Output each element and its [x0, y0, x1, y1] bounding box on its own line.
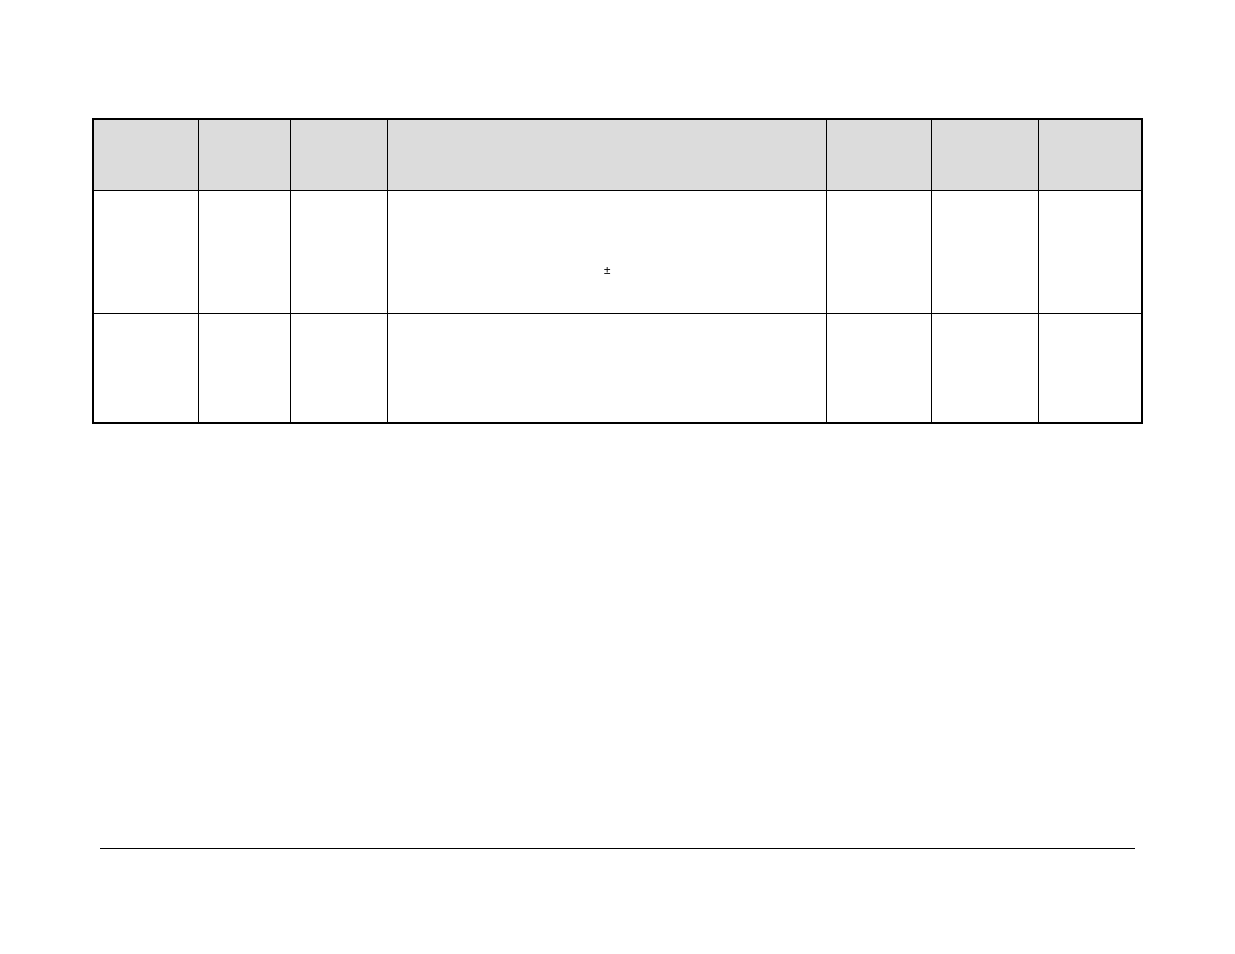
cell-averaging: [932, 314, 1039, 424]
cell-monitoring-point: [291, 191, 388, 314]
table-row: ±: [93, 191, 1142, 314]
col-header-pollutant: [198, 119, 291, 191]
footer-rule: [100, 848, 1135, 849]
cell-parameter: ±: [388, 191, 827, 314]
col-header-parameter: [388, 119, 827, 191]
col-header-averaging: [932, 119, 1039, 191]
cell-source: [93, 191, 198, 314]
cell-averaging: [932, 191, 1039, 314]
col-header-reference: [1039, 119, 1142, 191]
cell-frequency: [827, 191, 932, 314]
cell-pollutant: [198, 314, 291, 424]
cell-frequency: [827, 314, 932, 424]
table-row: [93, 314, 1142, 424]
col-header-frequency: [827, 119, 932, 191]
plus-minus-icon: ±: [394, 263, 820, 279]
cell-reference: [1039, 314, 1142, 424]
permit-table: ±: [92, 118, 1143, 424]
cell-pollutant: [198, 191, 291, 314]
table-header-row: [93, 119, 1142, 191]
cell-reference: [1039, 191, 1142, 314]
col-header-source: [93, 119, 198, 191]
cell-parameter: [388, 314, 827, 424]
col-header-monitoring-point: [291, 119, 388, 191]
cell-source: [93, 314, 198, 424]
cell-monitoring-point: [291, 314, 388, 424]
